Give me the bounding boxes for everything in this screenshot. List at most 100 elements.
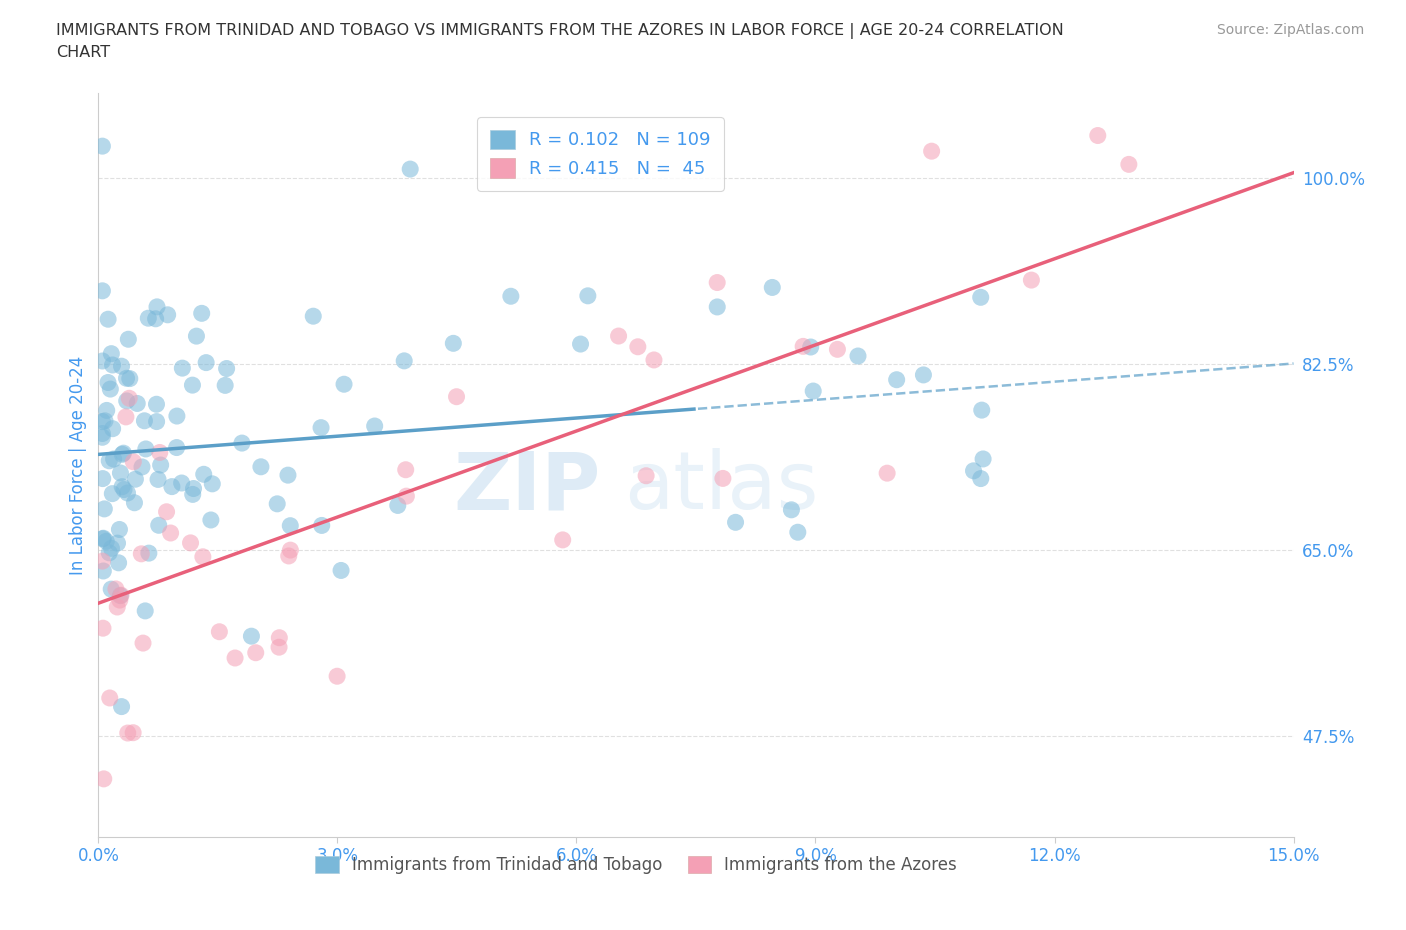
Point [110,699,132,714]
Point [269,631,291,645]
Point [180,536,202,551]
Point [107,536,129,551]
Point [91,531,114,546]
Point [576,288,599,303]
Point [761,280,783,295]
Point [98,545,121,560]
Point [97,312,120,326]
Point [962,463,984,478]
Point [441,336,464,351]
Point [146,299,169,314]
Point [280,543,302,558]
Point [181,378,204,392]
Point [131,459,153,474]
Point [135,442,157,457]
Point [155,504,177,519]
Point [112,482,135,497]
Point [122,725,145,740]
Point [706,275,728,290]
Point [208,624,231,639]
Point [1087,128,1109,143]
Point [98,381,121,396]
Point [96,403,118,418]
Point [101,357,124,372]
Point [326,669,349,684]
Point [446,390,468,405]
Point [363,418,385,433]
Point [107,555,129,570]
Point [395,462,418,477]
Point [266,497,288,512]
Point [105,600,128,615]
Point [136,311,159,325]
Text: Source: ZipAtlas.com: Source: ZipAtlas.com [1216,23,1364,37]
Point [91,284,114,299]
Point [159,525,181,540]
Point [706,299,728,314]
Point [636,469,658,484]
Point [302,309,325,324]
Point [117,332,139,347]
Point [921,144,943,159]
Point [387,498,409,512]
Point [91,430,114,445]
Point [112,445,135,460]
Point [724,515,747,530]
Point [97,375,120,390]
Point [215,361,238,376]
Point [912,367,935,382]
Point [201,476,224,491]
Point [91,620,114,635]
Point [214,378,236,392]
Point [311,518,333,533]
Point [607,328,630,343]
Point [117,485,139,500]
Point [115,371,138,386]
Point [792,339,814,353]
Point [96,534,118,549]
Point [94,413,117,428]
Point [91,426,114,441]
Point [110,589,132,604]
Point [711,471,734,485]
Point [330,563,353,578]
Point [122,455,145,470]
Point [643,352,665,367]
Point [108,522,131,537]
Text: IMMIGRANTS FROM TRINIDAD AND TOBAGO VS IMMIGRANTS FROM THE AZORES IN LABOR FORCE: IMMIGRANTS FROM TRINIDAD AND TOBAGO VS I… [56,23,1064,60]
Point [160,479,183,494]
Point [124,496,146,511]
Point [127,396,149,411]
Point [231,435,253,450]
Point [111,479,134,494]
Point [224,651,246,666]
Legend: Immigrants from Trinidad and Tobago, Immigrants from the Azores: Immigrants from Trinidad and Tobago, Imm… [309,849,963,881]
Point [245,645,267,660]
Point [156,308,179,323]
Point [101,421,124,436]
Point [134,604,156,618]
Point [91,472,114,486]
Point [970,403,993,418]
Point [395,488,418,503]
Point [309,420,332,435]
Point [98,453,121,468]
Point [170,475,193,490]
Point [145,397,167,412]
Point [195,355,218,370]
Point [267,640,290,655]
Point [250,459,273,474]
Point [138,546,160,561]
Point [148,518,170,533]
Point [91,139,114,153]
Point [104,581,127,596]
Point [91,414,114,429]
Point [166,440,188,455]
Text: atlas: atlas [624,448,818,526]
Point [200,512,222,527]
Point [131,547,153,562]
Point [172,361,194,376]
Point [240,629,263,644]
Y-axis label: In Labor Force | Age 20-24: In Labor Force | Age 20-24 [69,355,87,575]
Point [876,466,898,481]
